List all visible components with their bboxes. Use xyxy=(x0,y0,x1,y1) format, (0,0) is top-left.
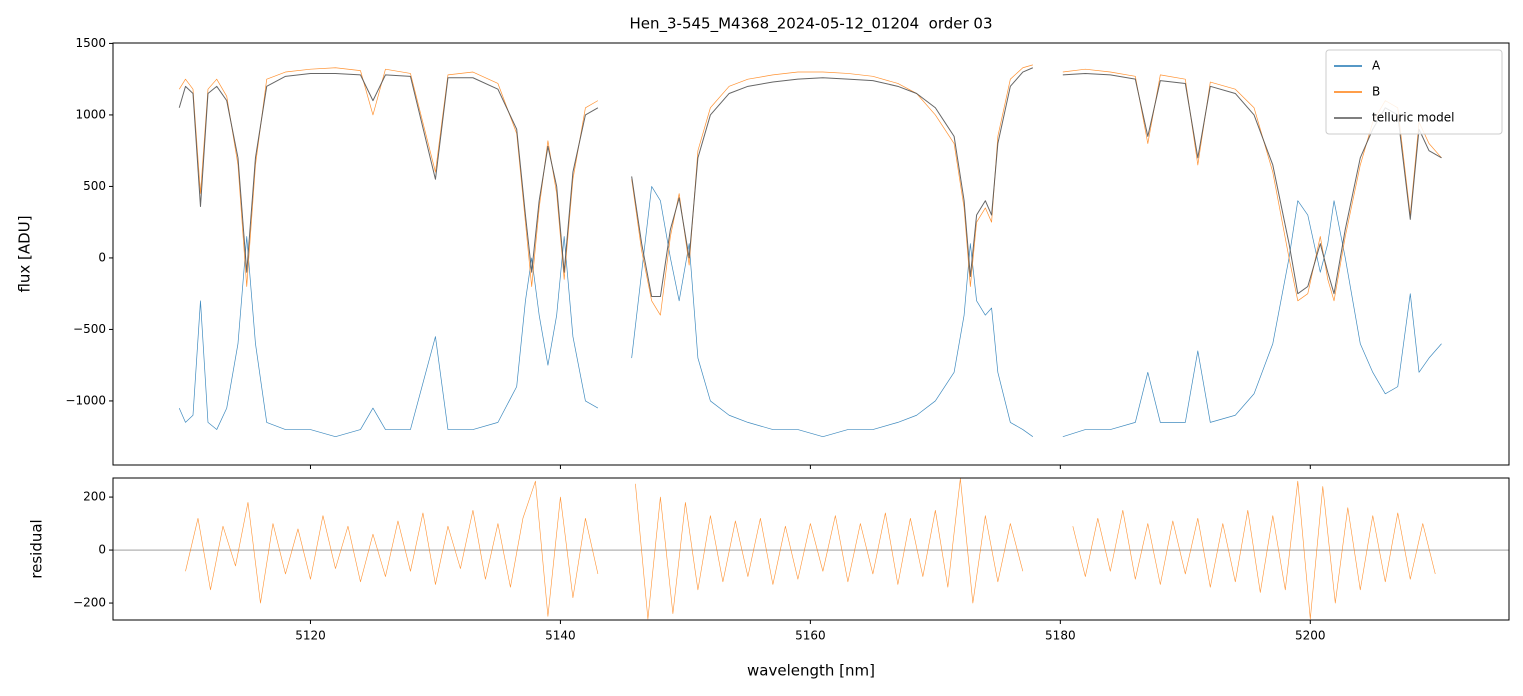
plot-area xyxy=(178,64,1442,438)
y-axis-label: flux [ADU] xyxy=(16,215,34,292)
x-tick-label: 5180 xyxy=(1045,629,1076,643)
series-line xyxy=(185,478,1436,620)
y-tick-label: 1500 xyxy=(75,36,106,50)
x-tick-label: 5200 xyxy=(1295,629,1326,643)
series-line xyxy=(178,64,1442,316)
series-line xyxy=(178,67,1442,298)
x-axis-label: wavelength [nm] xyxy=(747,662,875,680)
x-tick-label: 5140 xyxy=(545,629,576,643)
legend-label: B xyxy=(1372,85,1380,99)
y-tick-label: −200 xyxy=(73,596,106,610)
axes-frame xyxy=(112,42,1510,466)
y-tick-label: 1000 xyxy=(75,107,106,121)
plot-area xyxy=(113,478,1509,620)
legend-box xyxy=(1325,49,1503,135)
legend-label: telluric model xyxy=(1372,111,1454,125)
axes-frame xyxy=(112,477,1510,621)
y-axis-label: residual xyxy=(28,519,46,578)
chart-title: Hen_3-545_M4368_2024-05-12_01204 order 0… xyxy=(630,15,993,34)
y-tick-label: −1000 xyxy=(65,393,106,407)
x-tick-label: 5120 xyxy=(295,629,326,643)
y-tick-label: 500 xyxy=(83,179,106,193)
y-tick-label: 200 xyxy=(83,490,106,504)
series-line xyxy=(178,186,1442,438)
legend-label: A xyxy=(1372,59,1381,73)
y-tick-label: −500 xyxy=(73,322,106,336)
y-tick-label: 0 xyxy=(98,543,106,557)
x-tick-label: 5160 xyxy=(795,629,826,643)
y-tick-label: 0 xyxy=(98,250,106,264)
